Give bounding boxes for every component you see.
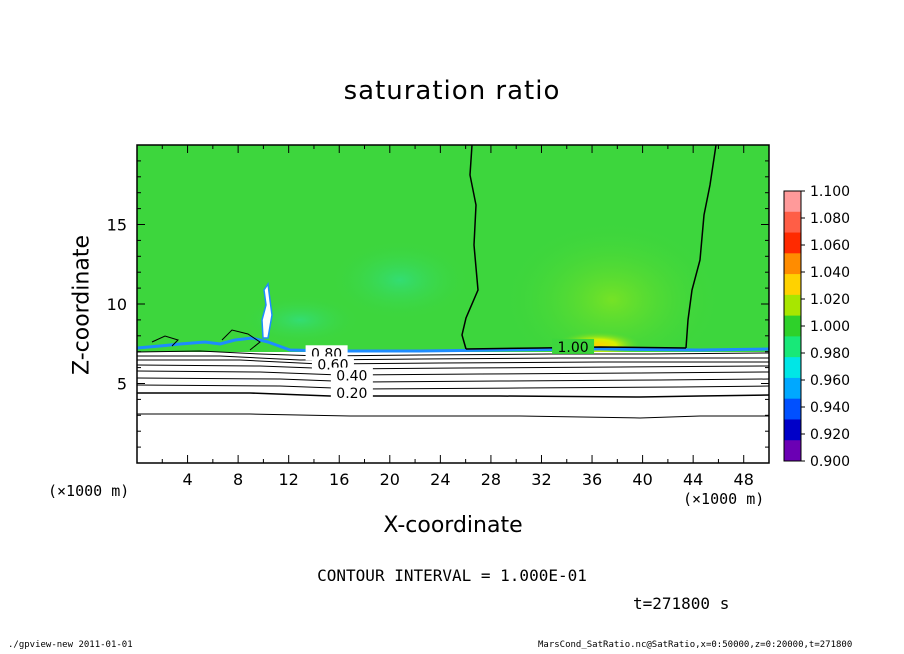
contour-lines [137,145,769,419]
x-tick-label: 20 [380,470,400,489]
x-tick-label: 24 [430,470,450,489]
colorbar-label: 1.100 [810,184,850,200]
y-tick-label: 10 [107,295,127,314]
x-tick-label: 28 [481,470,501,489]
contour-label-background [552,338,595,354]
colorbar-swatch [784,336,801,358]
colorbar-swatch [784,232,801,254]
colorbar-swatch [784,377,801,400]
colorbar-label: 0.980 [810,346,850,362]
x-unit-label-left: (×1000 m) [48,482,130,500]
colorbar: 1.100 1.080 1.060 1.040 1.020 1.000 0.980 0.960… [783,184,850,470]
x-tick-label: 12 [279,470,299,489]
colorbar-label: 0.960 [810,373,850,389]
contour-label-background [330,367,373,383]
x-tick-label: 16 [329,470,349,489]
contour-label: 0.20 [336,386,367,402]
colorbar-label: 1.000 [810,319,850,335]
subsaturated-region [137,352,769,463]
x-tick-label: 48 [734,470,754,489]
colorbar-swatch [784,191,801,213]
x-tick-label: 32 [531,470,551,489]
colorbar-label: 1.060 [810,238,850,254]
x-tick-label: 8 [233,470,243,489]
colorbar-swatch [784,211,801,234]
x-tick-label: 44 [683,470,703,489]
contour-label-background [330,385,373,401]
x-unit-label-right: (×1000 m) [683,490,765,508]
colorbar-label: 0.940 [810,400,850,416]
colorbar-label: 1.020 [810,292,850,308]
contour-small-2 [221,329,261,351]
footer-right: MarsCond_SatRatio.nc@SatRatio,x=0:50000,… [538,640,853,650]
plume-feature [261,281,273,339]
x-tick-label: 40 [632,470,652,489]
x-tick-label: 36 [582,470,602,489]
y-tick-label: 15 [107,216,127,235]
colorbar-label: 0.900 [810,454,850,470]
colorbar-swatch [784,294,801,317]
x-axis-title: X-coordinate [383,513,523,538]
contour-label: 0.40 [336,369,367,385]
x-tick-label: 4 [182,470,192,489]
colorbar-swatch [784,315,801,337]
contour-1.00-left [461,145,479,350]
contour-label: 1.00 [557,340,588,356]
colorbar-swatch [784,419,801,441]
drier-region-2 [240,295,360,345]
contour-small-1 [151,335,179,347]
drier-region [330,240,470,320]
colorbar-label: 1.080 [810,211,850,227]
colorbar-swatch [784,253,801,275]
contour-1.00-right [685,145,717,349]
colorbar-label: 0.920 [810,427,850,443]
time-label: t=271800 s [633,594,730,613]
colorbar-label: 1.040 [810,265,850,281]
footer-left: ./gpview-new 2011-01-01 [8,640,133,650]
y-tick-label: 5 [117,375,127,394]
chart-title: saturation ratio [343,76,561,106]
colorbar-swatch [784,440,801,462]
colorbar-swatch [784,274,801,296]
contour-interval-label: CONTOUR INTERVAL = 1.000E-01 [317,566,587,585]
field-layer [137,145,769,463]
colorbar-swatch [784,398,801,420]
contour-labels: 1.000.800.600.400.20 [305,338,595,402]
colorbar-swatch [784,357,801,379]
